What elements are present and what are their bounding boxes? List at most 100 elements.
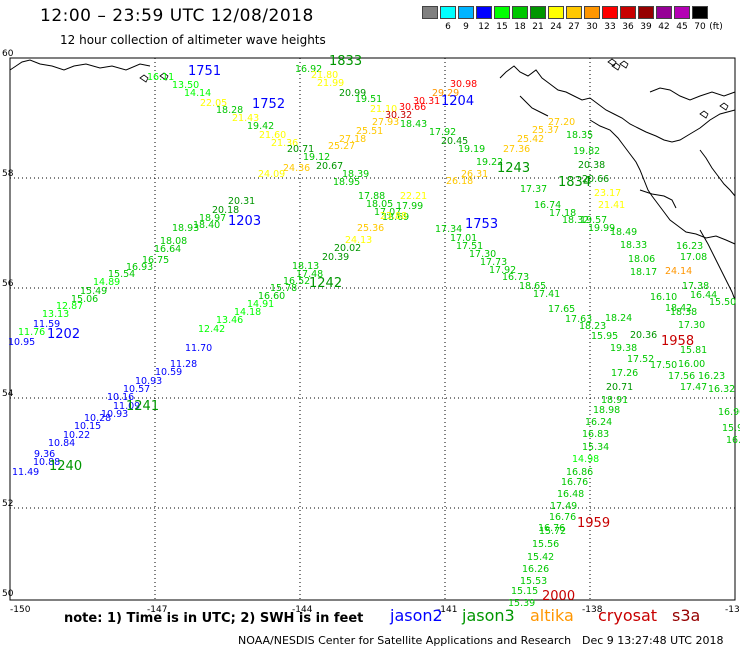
wave-height-value: 18.23 [579, 321, 606, 332]
lat-tick-label: 54 [2, 389, 14, 399]
wave-height-value: 25.27 [328, 141, 355, 152]
legend-label: 33 [604, 22, 616, 32]
wave-height-value: 16.26 [522, 564, 549, 575]
wave-height-value: 18.97 [199, 213, 226, 224]
wave-height-value: 18.42 [665, 303, 692, 314]
pass-label: 1204 [441, 94, 474, 109]
lon-tick-label: -135 [725, 605, 740, 615]
wave-height-value: 17.99 [396, 201, 423, 212]
legend-swatch [674, 6, 690, 19]
coastline-segment [699, 229, 736, 301]
legend-swatch [602, 6, 618, 19]
lat-tick-label: 52 [2, 499, 13, 509]
wave-height-value: 18.38 [670, 307, 697, 318]
wave-height-value: 15.49 [80, 286, 107, 297]
wave-height-value: 10.95 [8, 337, 35, 348]
pass-label: 2000 [542, 589, 575, 604]
pass-label: 1751 [188, 64, 221, 79]
wave-height-value: 27.93 [372, 117, 399, 128]
wave-height-value: 20.39 [322, 252, 349, 263]
wave-height-value: 24.13 [345, 235, 372, 246]
wave-height-value: 16.48 [557, 489, 584, 500]
legend-label: 6 [445, 22, 451, 32]
coastline-segment [519, 95, 549, 117]
wave-height-value: 14.98 [572, 454, 599, 465]
pass-label: 1834 [558, 175, 591, 190]
wave-height-value: 16.93 [126, 262, 153, 273]
wave-height-value: 16.75 [142, 255, 169, 266]
wave-height-value: 30.31 [413, 96, 440, 107]
wave-height-value: 21.10 [370, 104, 397, 115]
pass-label: 1959 [577, 516, 610, 531]
wave-height-value: 14.14 [184, 88, 211, 99]
wave-height-value: 20.45 [441, 136, 468, 147]
credit-line: NOAA/NESDIS Center for Satellite Applica… [238, 634, 572, 647]
wave-height-value: 16.44 [690, 290, 717, 301]
lon-tick-label: -147 [147, 605, 167, 615]
wave-height-value: 16.52 [283, 276, 310, 287]
coastline-segment [649, 87, 736, 101]
wave-height-value: 13.46 [216, 315, 243, 326]
satellite-label-altika: altika [530, 606, 574, 625]
wave-height-value: 16.32 [708, 384, 735, 395]
coastline-segment [639, 189, 677, 209]
wave-height-value: 10.84 [48, 438, 75, 449]
coastline-segment [699, 149, 736, 197]
pass-label: 1243 [497, 161, 530, 176]
wave-height-value: 18.33 [620, 240, 647, 251]
island-outline [611, 62, 621, 71]
wave-height-value: 18.49 [610, 227, 637, 238]
wave-height-value: 19.99 [588, 223, 615, 234]
wave-height-value: 10.22 [63, 430, 90, 441]
chart-title: 12:00 – 23:59 UTC 12/08/2018 [40, 6, 314, 26]
wave-height-value: 24.09 [258, 169, 285, 180]
satellite-label-cryosat: cryosat [598, 606, 658, 625]
wave-height-value: 18.17 [630, 267, 657, 278]
wave-height-value: 20.71 [606, 382, 633, 393]
pass-label: 1202 [47, 327, 80, 342]
wave-height-value: 17.30 [469, 249, 496, 260]
wave-height-value: 18.06 [628, 254, 655, 265]
legend-label: 42 [658, 22, 670, 32]
wave-height-value: 10.57 [123, 384, 150, 395]
wave-height-value: 19.22 [476, 157, 503, 168]
wave-height-value: 20.38 [578, 160, 605, 171]
wave-height-value: 17.38 [682, 281, 709, 292]
generation-timestamp: Dec 9 13:27:48 UTC 2018 [582, 634, 724, 647]
wave-height-value: 27.36 [503, 144, 530, 155]
wave-height-value: 15.06 [71, 294, 98, 305]
legend-swatch [638, 6, 654, 19]
pass-label: 1203 [228, 214, 261, 229]
wave-height-value: 10.88 [33, 457, 60, 468]
wave-height-value: 19.51 [355, 94, 382, 105]
wave-height-value: 23.17 [594, 188, 621, 199]
wave-height-value: 16.23 [698, 371, 725, 382]
wave-height-value: 25.51 [356, 126, 383, 137]
wave-height-value: 17.08 [680, 252, 707, 263]
wave-height-value: 17.07 [374, 207, 401, 218]
wave-height-value: 18.98 [593, 405, 620, 416]
wave-height-value: 17.50 [650, 360, 677, 371]
wave-height-value: 21.80 [311, 70, 338, 81]
lat-tick-label: 60 [2, 49, 14, 59]
wave-height-value: 10.16 [107, 392, 134, 403]
wave-height-value: 16.92 [295, 64, 322, 75]
wave-height-value: 17.92 [489, 265, 516, 276]
island-outline [719, 102, 729, 111]
wave-height-value: 15.34 [582, 442, 609, 453]
wave-height-value: 18.24 [605, 313, 632, 324]
satellite-label-s3a: s3a [672, 606, 701, 625]
wave-height-value: 20.18 [212, 205, 239, 216]
wave-height-value: 17.47 [680, 382, 707, 393]
legend-swatch [512, 6, 528, 19]
wave-height-value: 19.12 [303, 152, 330, 163]
wave-height-value: 18.43 [400, 119, 427, 130]
chart-subtitle: 12 hour collection of altimeter wave hei… [60, 33, 326, 47]
wave-height-value: 21.60 [259, 130, 286, 141]
wave-height-value: 13.13 [42, 309, 69, 320]
wave-height-value: 18.93 [172, 223, 199, 234]
island-outline [607, 58, 617, 67]
wave-height-value: 11.76 [18, 327, 45, 338]
wave-height-value: 30.66 [399, 102, 426, 113]
